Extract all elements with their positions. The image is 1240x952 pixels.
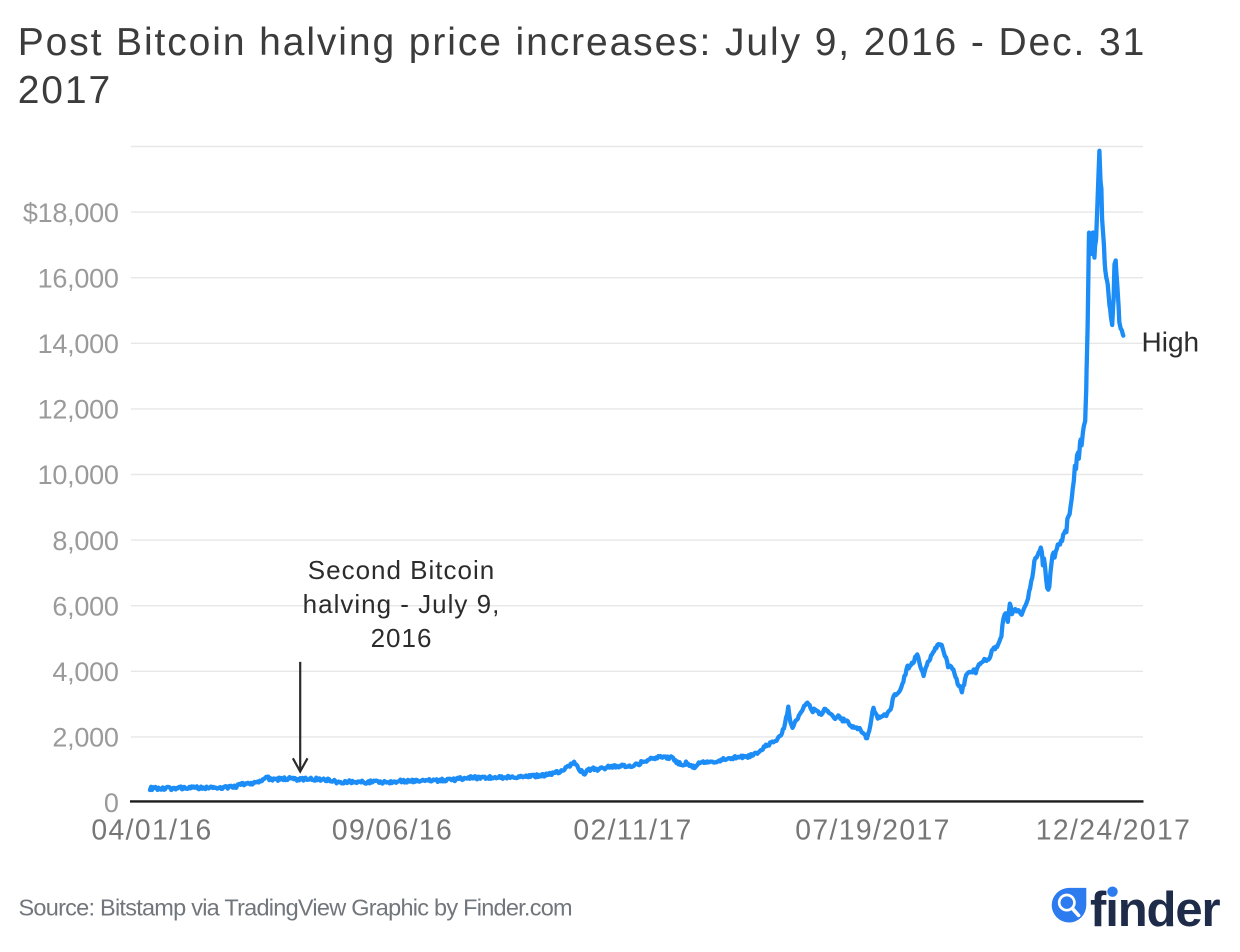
svg-text:Second Bitcoin: Second Bitcoin xyxy=(308,555,495,585)
svg-text:12/24/2017: 12/24/2017 xyxy=(1036,813,1192,845)
svg-text:02/11/17: 02/11/17 xyxy=(573,813,692,845)
svg-text:0: 0 xyxy=(104,788,119,818)
svg-text:14,000: 14,000 xyxy=(38,329,119,359)
svg-text:8,000: 8,000 xyxy=(52,526,118,556)
svg-text:Source: Bitstamp via TradingVi: Source: Bitstamp via TradingView Graphic… xyxy=(19,895,573,921)
svg-text:halving - July 9,: halving - July 9, xyxy=(303,589,501,619)
svg-text:2,000: 2,000 xyxy=(52,723,118,753)
svg-text:2016: 2016 xyxy=(371,623,433,653)
svg-text:10,000: 10,000 xyxy=(38,460,119,490)
svg-text:$18,000: $18,000 xyxy=(23,198,119,228)
svg-text:16,000: 16,000 xyxy=(38,263,119,293)
svg-text:09/06/16: 09/06/16 xyxy=(332,813,453,845)
svg-text:04/01/16: 04/01/16 xyxy=(91,813,212,845)
svg-text:4,000: 4,000 xyxy=(52,657,118,687)
svg-text:High: High xyxy=(1142,327,1200,358)
svg-text:07/19/2017: 07/19/2017 xyxy=(795,813,951,845)
svg-text:12,000: 12,000 xyxy=(38,395,119,425)
svg-text:6,000: 6,000 xyxy=(52,591,118,621)
